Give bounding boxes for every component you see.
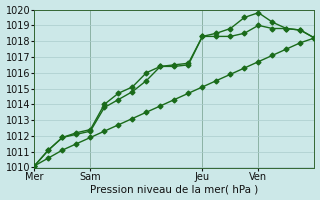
X-axis label: Pression niveau de la mer( hPa ): Pression niveau de la mer( hPa ) (90, 184, 259, 194)
